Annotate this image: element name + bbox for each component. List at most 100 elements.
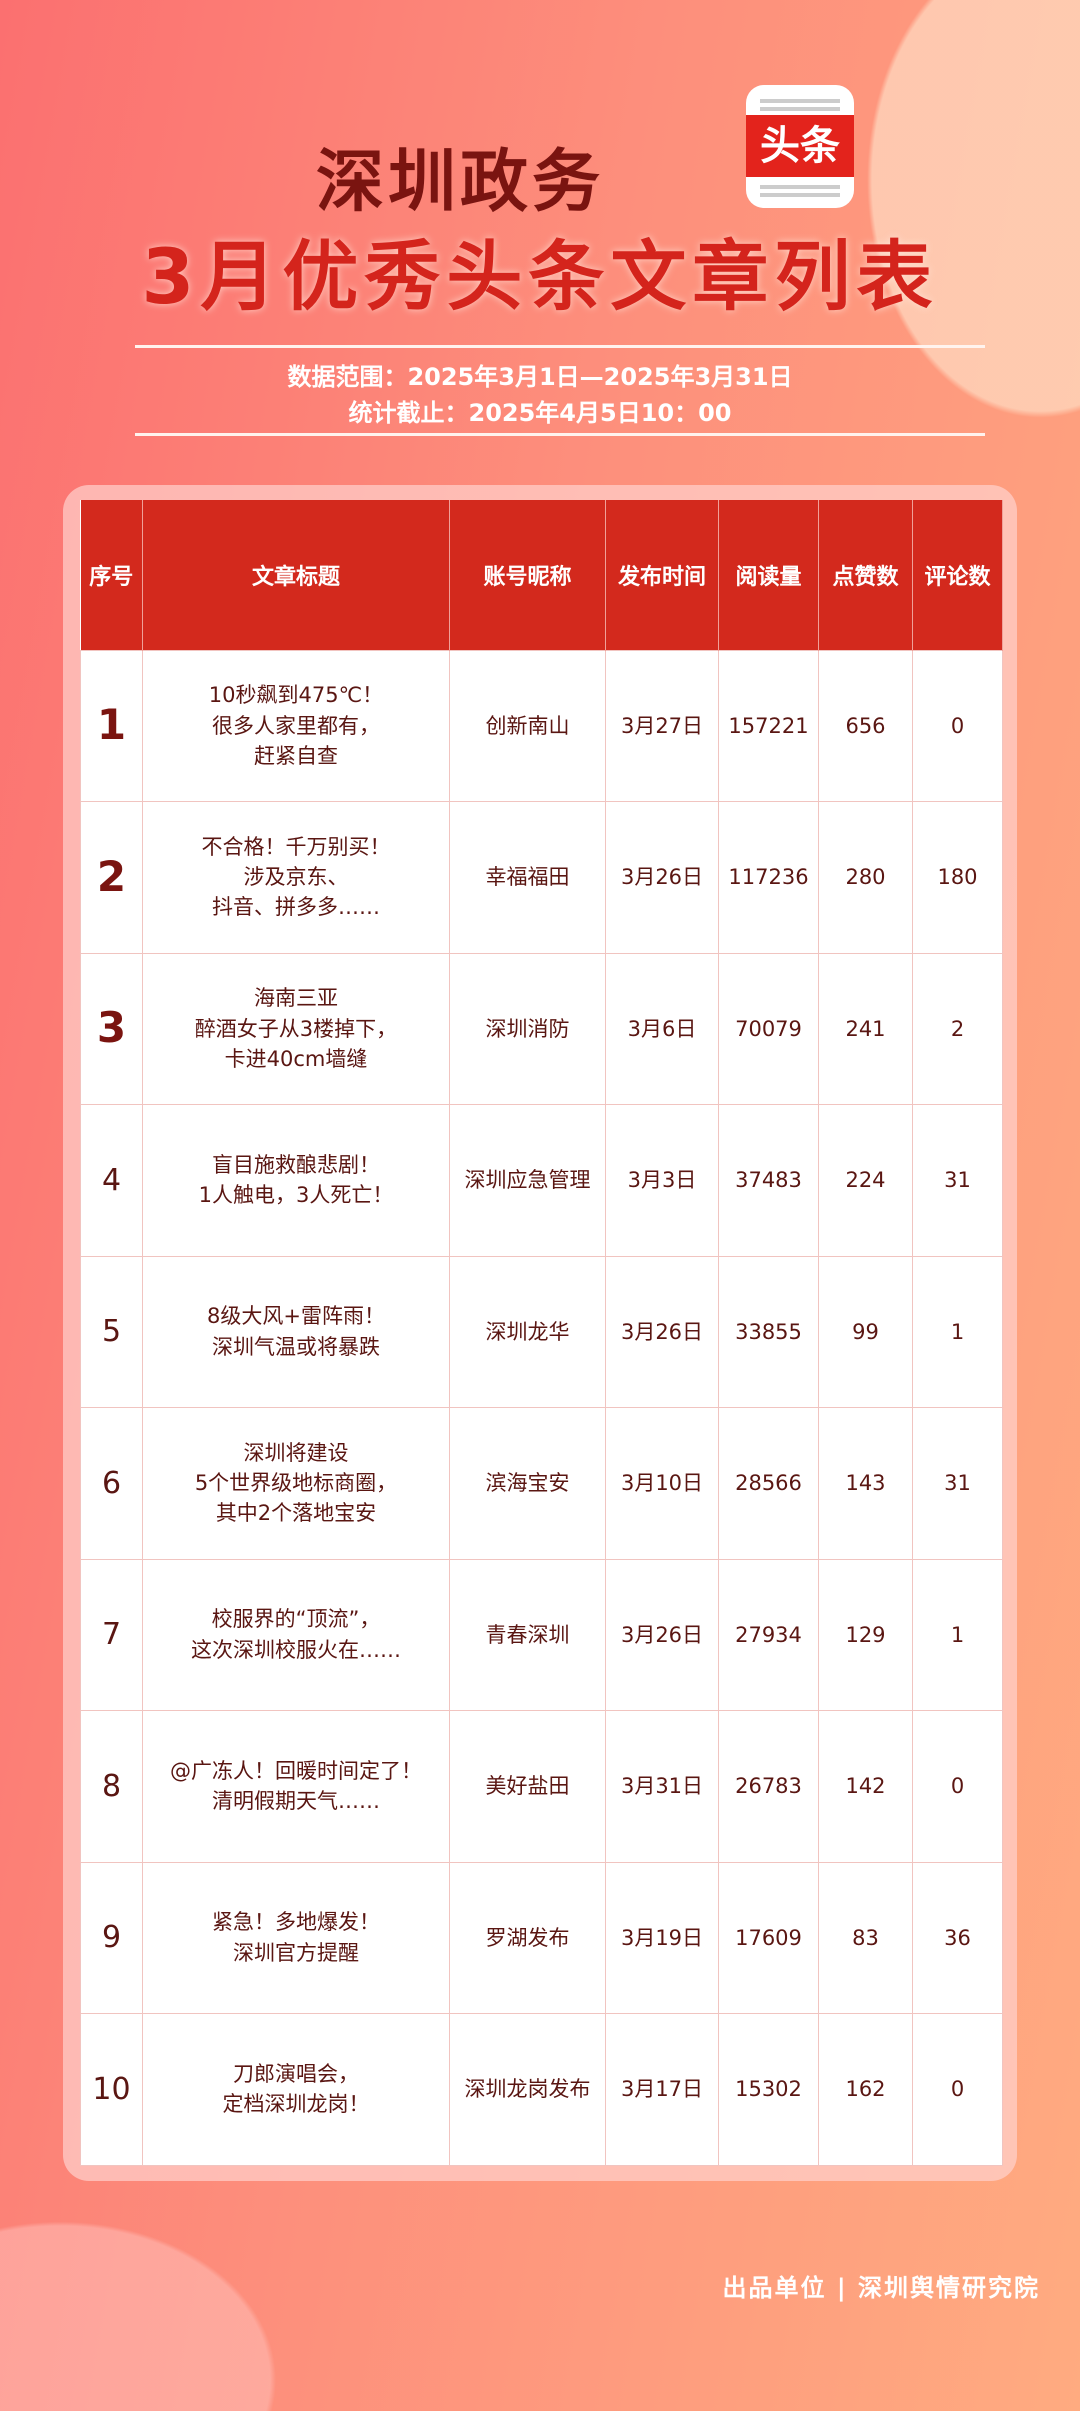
header-row: 序号 文章标题 账号昵称 发布时间 阅读量 点赞数 评论数 (80, 500, 1003, 650)
comments-cell: 31 (912, 1104, 1003, 1257)
reads-cell: 33855 (718, 1255, 819, 1408)
title-line: 卡进40cm墙缝 (224, 1046, 368, 1071)
rank-cell: 10 (80, 2013, 143, 2166)
table-row: 5 8级大风+雷阵雨！ 深圳气温或将暴跌 深圳龙华 3月26日 33855 99 1 (80, 1255, 1003, 1408)
account-cell: 深圳龙华 (449, 1255, 606, 1408)
title-line: 刀郎演唱会， (233, 2061, 359, 2086)
table-row: 7 校服界的“顶流”， 这次深圳校服火在…… 青春深圳 3月26日 27934 129 1 (80, 1558, 1003, 1711)
reads-cell: 117236 (718, 801, 819, 954)
title-line: 涉及京东、 (243, 865, 349, 890)
title-line: 5个世界级地标商圈， (194, 1471, 398, 1496)
title-line: 定档深圳龙岗！ (222, 2092, 370, 2117)
table-row: 4 盲目施救酿悲剧！ 1人触电，3人死亡！ 深圳应急管理 3月3日 37483 224 31 (80, 1104, 1003, 1257)
likes-cell: 224 (818, 1104, 913, 1257)
title-line: 其中2个落地宝安 (215, 1501, 377, 1526)
divider (135, 433, 985, 436)
title-line: 紧急！多地爆发！ (212, 1910, 380, 1935)
column-header: 序号 (80, 500, 143, 650)
account-cell: 深圳应急管理 (449, 1104, 606, 1257)
rank-cell: 9 (80, 1861, 143, 2014)
title-cell: 深圳将建设 5个世界级地标商圈， 其中2个落地宝安 (142, 1407, 450, 1560)
title-line: 清明假期天气…… (212, 1789, 380, 1814)
title-cell: 10秒飙到475℃！ 很多人家里都有， 赶紧自查 (142, 649, 450, 802)
reads-cell: 17609 (718, 1861, 819, 2014)
account-cell: 青春深圳 (449, 1558, 606, 1711)
account-cell: 深圳龙岗发布 (449, 2013, 606, 2166)
reads-cell: 28566 (718, 1407, 819, 1560)
title-line: 这次深圳校服火在…… (191, 1637, 401, 1662)
table-row: 6 深圳将建设 5个世界级地标商圈， 其中2个落地宝安 滨海宝安 3月10日 28566 14… (80, 1407, 1003, 1560)
rank-cell: 8 (80, 1710, 143, 1863)
title-cell: 8级大风+雷阵雨！ 深圳气温或将暴跌 (142, 1255, 450, 1408)
rank-cell: 7 (80, 1558, 143, 1711)
column-header: 账号昵称 (449, 500, 606, 650)
title-line: 10秒飙到475℃！ (208, 683, 384, 708)
divider (135, 345, 985, 348)
column-header: 阅读量 (718, 500, 819, 650)
table-row: 2 不合格！千万别买！ 涉及京东、 抖音、拼多多…… 幸福福田 3月26日 117236 28… (80, 801, 1003, 954)
likes-cell: 83 (818, 1861, 913, 2014)
title-line: 抖音、拼多多…… (212, 895, 380, 920)
article-table: 序号 文章标题 账号昵称 发布时间 阅读量 点赞数 评论数 1 10秒飙到475℃！ 很多人家里… (80, 500, 1003, 2166)
table-row: 3 海南三亚 醉酒女子从3楼掉下， 卡进40cm墙缝 深圳消防 3月6日 70079 241 2 (80, 952, 1003, 1105)
title-line: @广冻人！回暖时间定了！ (170, 1758, 422, 1783)
date-cell: 3月27日 (605, 649, 719, 802)
date-cell: 3月26日 (605, 801, 719, 954)
rank-cell: 5 (80, 1255, 143, 1408)
rank-cell: 2 (80, 801, 143, 954)
reads-cell: 15302 (718, 2013, 819, 2166)
account-cell: 幸福福田 (449, 801, 606, 954)
comments-cell: 31 (912, 1407, 1003, 1560)
title-cell: 紧急！多地爆发！ 深圳官方提醒 (142, 1861, 450, 2014)
likes-cell: 129 (818, 1558, 913, 1711)
title-cell: 不合格！千万别买！ 涉及京东、 抖音、拼多多…… (142, 801, 450, 954)
date-cell: 3月6日 (605, 952, 719, 1105)
account-cell: 滨海宝安 (449, 1407, 606, 1560)
reads-cell: 37483 (718, 1104, 819, 1257)
title-line: 深圳官方提醒 (233, 1940, 359, 1965)
title-line: 1人触电，3人死亡！ (198, 1183, 394, 1208)
likes-cell: 280 (818, 801, 913, 954)
comments-cell: 0 (912, 1710, 1003, 1863)
account-cell: 深圳消防 (449, 952, 606, 1105)
toutiao-logo: 头条 (746, 85, 854, 208)
rank-cell: 1 (80, 649, 143, 802)
comments-cell: 2 (912, 952, 1003, 1105)
column-header: 发布时间 (605, 500, 719, 650)
table-row: 10 刀郎演唱会， 定档深圳龙岗！ 深圳龙岗发布 3月17日 15302 162 0 (80, 2013, 1003, 2166)
title-line: 深圳将建设 (243, 1440, 349, 1465)
comments-cell: 0 (912, 2013, 1003, 2166)
comments-cell: 1 (912, 1255, 1003, 1408)
title-cell: 刀郎演唱会， 定档深圳龙岗！ (142, 2013, 450, 2166)
date-cell: 3月3日 (605, 1104, 719, 1257)
title-line: 盲目施救酿悲剧！ (212, 1152, 380, 1177)
rank-cell: 4 (80, 1104, 143, 1257)
column-header: 文章标题 (142, 500, 450, 650)
column-header: 评论数 (912, 500, 1003, 650)
cutoff-time: 统计截止：2025年4月5日10：00 (348, 399, 732, 427)
column-header: 点赞数 (818, 500, 913, 650)
title-cell: 海南三亚 醉酒女子从3楼掉下， 卡进40cm墙缝 (142, 952, 450, 1105)
rank-cell: 6 (80, 1407, 143, 1560)
title-cell: 校服界的“顶流”， 这次深圳校服火在…… (142, 1558, 450, 1711)
account-cell: 美好盐田 (449, 1710, 606, 1863)
title-cell: @广冻人！回暖时间定了！ 清明假期天气…… (142, 1710, 450, 1863)
table-row: 1 10秒飙到475℃！ 很多人家里都有， 赶紧自查 创新南山 3月27日 157221 65… (80, 649, 1003, 802)
title-line: 深圳气温或将暴跌 (212, 1334, 380, 1359)
likes-cell: 142 (818, 1710, 913, 1863)
account-cell: 罗湖发布 (449, 1861, 606, 2014)
likes-cell: 99 (818, 1255, 913, 1408)
date-cell: 3月19日 (605, 1861, 719, 2014)
likes-cell: 143 (818, 1407, 913, 1560)
likes-cell: 656 (818, 649, 913, 802)
table-row: 9 紧急！多地爆发！ 深圳官方提醒 罗湖发布 3月19日 17609 83 36 (80, 1861, 1003, 2014)
title-line: 8级大风+雷阵雨！ (207, 1304, 385, 1329)
reads-cell: 27934 (718, 1558, 819, 1711)
likes-cell: 241 (818, 952, 913, 1105)
date-cell: 3月31日 (605, 1710, 719, 1863)
title-cell: 盲目施救酿悲剧！ 1人触电，3人死亡！ (142, 1104, 450, 1257)
comments-cell: 180 (912, 801, 1003, 954)
likes-cell: 162 (818, 2013, 913, 2166)
title-line: 醉酒女子从3楼掉下， (194, 1016, 398, 1041)
table-row: 8 @广冻人！回暖时间定了！ 清明假期天气…… 美好盐田 3月31日 26783 142 0 (80, 1710, 1003, 1863)
